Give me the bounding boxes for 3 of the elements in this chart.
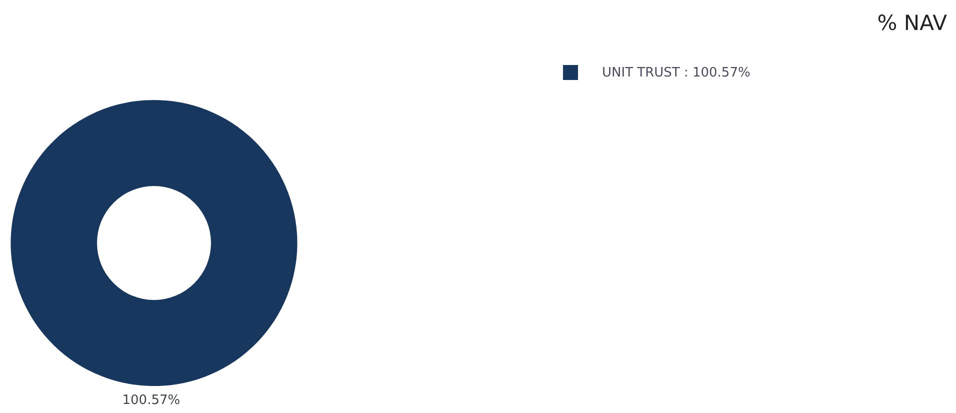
legend-label: UNIT TRUST : 100.57%: [602, 66, 750, 80]
text: % NAV: [877, 11, 948, 35]
data-label: 100.57%: [122, 392, 180, 408]
